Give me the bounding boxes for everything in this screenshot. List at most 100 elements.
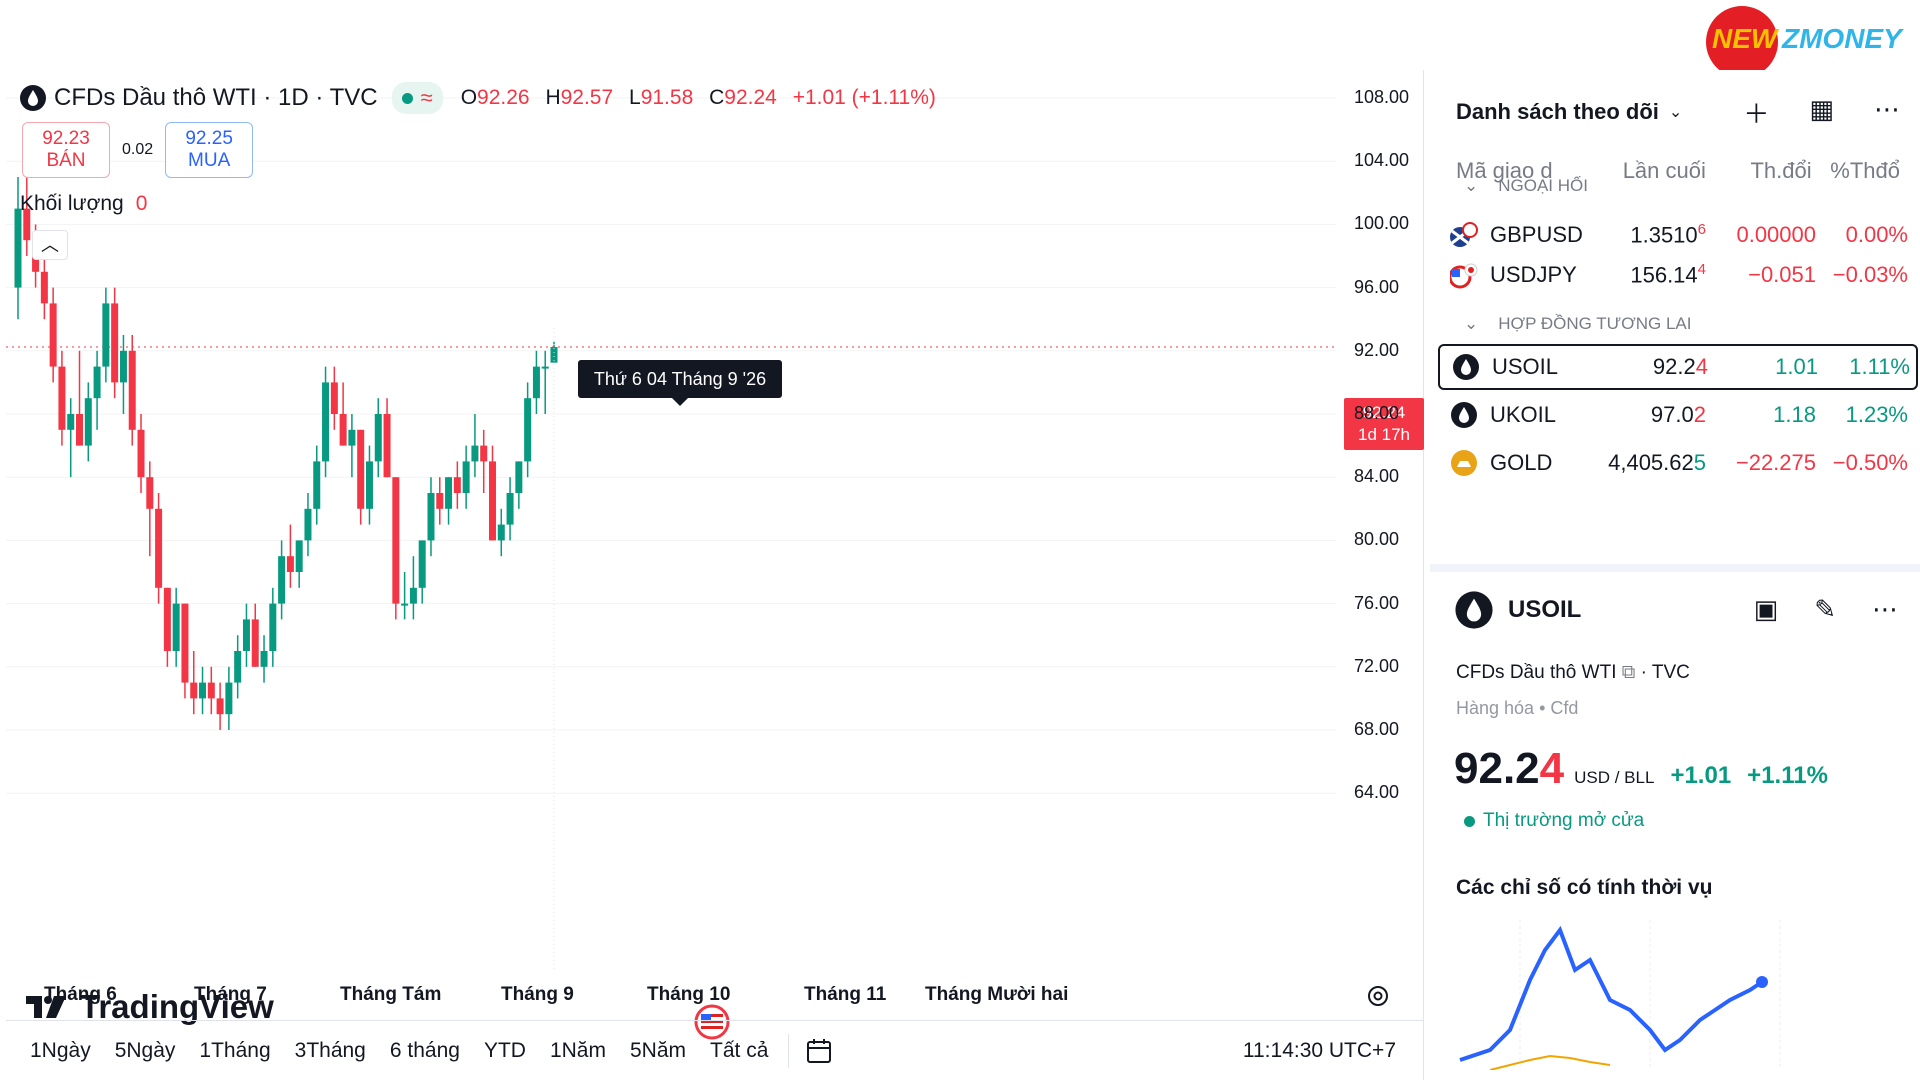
candle-body[interactable] xyxy=(40,271,48,304)
range-button[interactable]: YTD xyxy=(483,1038,526,1062)
candle-body[interactable] xyxy=(383,414,391,478)
candle-body[interactable] xyxy=(216,698,224,715)
candle-body[interactable] xyxy=(497,524,505,541)
more-options-icon[interactable]: ⋯ xyxy=(1872,594,1898,624)
range-button[interactable]: 6 tháng xyxy=(389,1038,460,1062)
candle-body[interactable] xyxy=(550,347,558,363)
candle-body[interactable] xyxy=(49,303,57,367)
range-button[interactable]: 5Năm xyxy=(629,1038,687,1062)
candle-body[interactable] xyxy=(23,208,31,241)
add-symbol-icon[interactable]: ＋ xyxy=(1743,98,1770,129)
candle-body[interactable] xyxy=(234,651,242,683)
candle-body[interactable] xyxy=(155,508,163,588)
range-button[interactable]: 1Ngày xyxy=(30,1038,91,1062)
watchlist-title[interactable]: Danh sách theo dõi xyxy=(1456,99,1659,124)
range-button[interactable]: Tất cả xyxy=(710,1038,769,1062)
us-flag-event-icon[interactable] xyxy=(690,1004,734,1040)
candle-body[interactable] xyxy=(506,493,514,525)
candle-body[interactable] xyxy=(225,682,233,715)
candle-body[interactable] xyxy=(357,429,365,509)
candle-body[interactable] xyxy=(93,366,101,399)
candle-body[interactable] xyxy=(84,398,92,446)
candle-body[interactable] xyxy=(532,366,540,399)
candle-body[interactable] xyxy=(392,477,400,604)
candle-body[interactable] xyxy=(515,461,523,493)
candle-body[interactable] xyxy=(453,477,461,493)
candle-body[interactable] xyxy=(269,603,277,651)
candle-body[interactable] xyxy=(172,603,180,651)
candle-body[interactable] xyxy=(330,382,338,414)
candle-body[interactable] xyxy=(137,429,145,478)
candle-body[interactable] xyxy=(322,382,330,462)
candle-body[interactable] xyxy=(14,208,22,288)
watchlist-row-gold[interactable]: GOLD 4,405.625 −22.275 −0.50% xyxy=(1438,440,1918,486)
candle-body[interactable] xyxy=(146,477,154,509)
more-options-icon[interactable]: ⋯ xyxy=(1874,93,1900,124)
col-change[interactable]: Th.đổi xyxy=(1750,158,1812,183)
col-symbol[interactable]: Mã giao d xyxy=(1456,158,1553,183)
section-forex-header[interactable]: ⌄ NGOẠI HỐI xyxy=(1464,176,1588,196)
advanced-view-icon[interactable]: ▦ xyxy=(1809,93,1834,124)
candle-body[interactable] xyxy=(480,445,488,462)
candle-body[interactable] xyxy=(541,366,549,369)
candle-body[interactable] xyxy=(128,350,136,430)
candle-body[interactable] xyxy=(199,682,207,699)
candle-body[interactable] xyxy=(462,461,470,493)
sell-button[interactable]: 92.23 BÁN xyxy=(22,122,110,178)
external-link-icon[interactable]: ⧉ xyxy=(1621,662,1641,683)
candle-body[interactable] xyxy=(207,682,215,699)
candle-body[interactable] xyxy=(295,540,303,572)
candle-body[interactable] xyxy=(524,398,532,462)
candle-body[interactable] xyxy=(260,651,268,667)
candle-body[interactable] xyxy=(119,350,127,383)
collapse-legend-button[interactable]: ︿ xyxy=(32,230,68,260)
watchlist-row-usdjpy[interactable]: USDJPY 156.144 −0.051 −0.03% xyxy=(1438,252,1918,298)
calendar-goto-icon[interactable] xyxy=(805,1036,835,1066)
candle-body[interactable] xyxy=(76,414,84,446)
candle-body[interactable] xyxy=(190,682,198,699)
buy-button[interactable]: 92.25 MUA xyxy=(165,122,254,178)
layout-grid-icon[interactable]: ▣ xyxy=(1753,594,1779,624)
candle-body[interactable] xyxy=(313,461,321,509)
seasonals-mini-chart[interactable] xyxy=(1450,920,1870,1070)
col-change-pct[interactable]: %Thđổ xyxy=(1830,158,1901,183)
range-button[interactable]: 1Năm xyxy=(549,1038,606,1062)
range-button[interactable]: 5Ngày xyxy=(114,1038,176,1062)
candle-body[interactable] xyxy=(339,414,347,446)
candle-body[interactable] xyxy=(348,429,356,446)
watchlist-row-ukoil[interactable]: UKOIL 97.02 1.18 1.23% xyxy=(1438,392,1918,438)
settings-gear-icon[interactable] xyxy=(1366,984,1390,1008)
seasonals-title[interactable]: Các chỉ số có tính thời vụ xyxy=(1456,876,1713,899)
watchlist-row-gbpusd[interactable]: GBPUSD 1.35106 0.00000 0.00% xyxy=(1438,212,1918,258)
candle-body[interactable] xyxy=(163,587,171,651)
candle-body[interactable] xyxy=(67,414,75,430)
tradingview-logo[interactable]: TradingView xyxy=(26,988,274,1026)
details-name[interactable]: CFDs Dầu thô WTI xyxy=(1456,662,1617,683)
candle-body[interactable] xyxy=(181,603,189,683)
watchlist-row-usoil[interactable]: USOIL 92.24 1.01 1.11% xyxy=(1438,344,1918,390)
chevron-down-icon[interactable]: ⌄ xyxy=(1668,104,1683,121)
chart-symbol-title[interactable]: CFDs Dầu thô WTI · 1D · TVC xyxy=(54,84,378,111)
col-last[interactable]: Lần cuối xyxy=(1622,158,1706,183)
candle-body[interactable] xyxy=(278,556,286,604)
candle-body[interactable] xyxy=(111,303,119,383)
chart-clock[interactable]: 11:14:30 UTC+7 xyxy=(1242,1039,1396,1062)
candle-body[interactable] xyxy=(488,461,496,541)
edit-note-icon[interactable]: ✎ xyxy=(1814,594,1836,624)
candle-body[interactable] xyxy=(242,619,250,651)
candle-body[interactable] xyxy=(445,477,453,509)
candle-body[interactable] xyxy=(471,445,479,462)
section-futures-header[interactable]: ⌄ HỢP ĐỒNG TƯƠNG LAI xyxy=(1464,314,1692,334)
range-button[interactable]: 1Tháng xyxy=(199,1038,271,1062)
candle-body[interactable] xyxy=(418,540,426,588)
candle-body[interactable] xyxy=(436,493,444,509)
chart-pane[interactable]: CFDs Dầu thô WTI · 1D · TVC ≈ O92.26 H92… xyxy=(6,70,1424,1080)
candle-body[interactable] xyxy=(365,461,373,509)
details-symbol[interactable]: USOIL xyxy=(1508,596,1582,623)
candle-body[interactable] xyxy=(401,603,409,606)
candle-body[interactable] xyxy=(304,508,312,541)
candlestick-chart[interactable] xyxy=(6,70,1336,970)
candle-body[interactable] xyxy=(251,619,259,667)
range-button[interactable]: 3Tháng xyxy=(294,1038,366,1062)
candle-body[interactable] xyxy=(286,556,294,572)
